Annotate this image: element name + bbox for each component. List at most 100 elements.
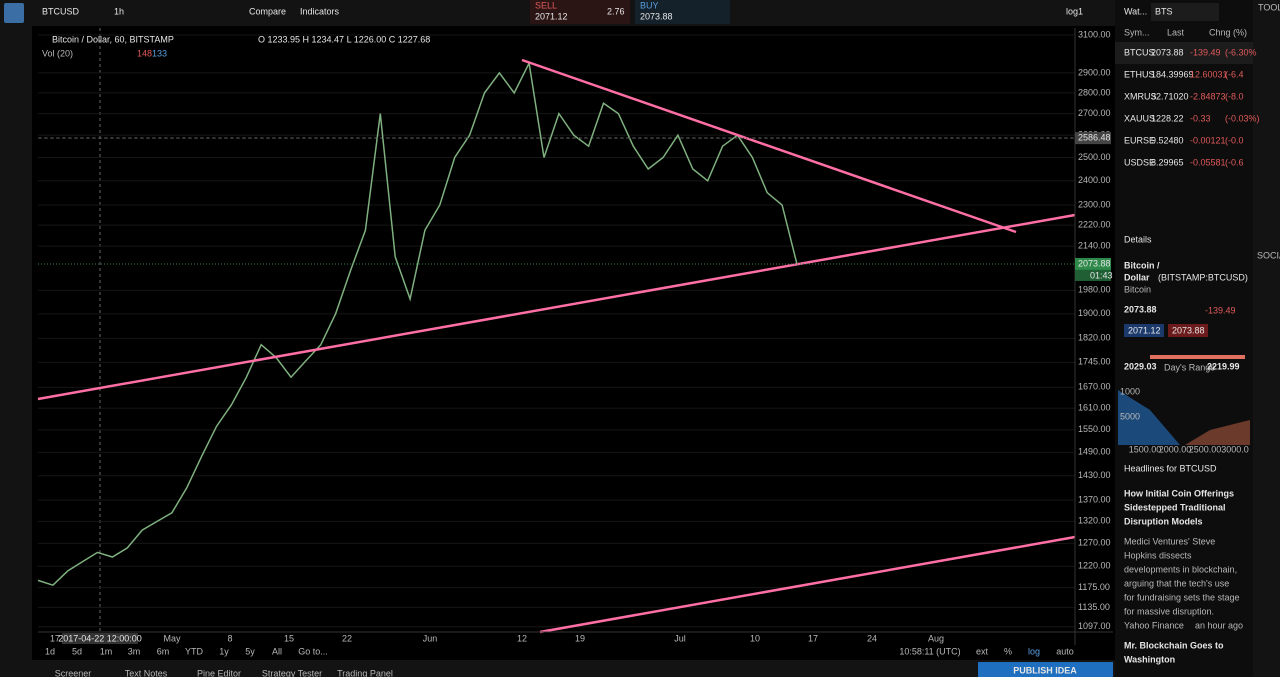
- range-button[interactable]: 1d: [45, 646, 55, 656]
- bottom-tab[interactable]: Pine Editor: [197, 668, 241, 677]
- publish-label[interactable]: PUBLISH IDEA: [1013, 665, 1077, 675]
- depth-x-label: 2000.00: [1159, 444, 1192, 454]
- bottom-tab[interactable]: Text Notes: [125, 668, 168, 677]
- row-symbol[interactable]: ETHUS: [1124, 69, 1155, 79]
- x-tick-label: Jun: [423, 633, 438, 643]
- publish-button[interactable]: [978, 662, 1113, 677]
- details-name2: Dollar: [1124, 272, 1150, 282]
- range-button[interactable]: 3m: [128, 646, 141, 656]
- column-header: Chng (%): [1209, 27, 1247, 37]
- interval[interactable]: 1h: [114, 6, 124, 16]
- watchlist-title: Wat...: [1124, 6, 1147, 16]
- range-button[interactable]: YTD: [185, 646, 204, 656]
- buy-box: [635, 0, 730, 24]
- headline-title[interactable]: How Initial Coin Offerings: [1124, 488, 1234, 498]
- range-button[interactable]: 1y: [219, 646, 229, 656]
- depth-y-label: 1000: [1120, 386, 1140, 396]
- price-tag-label: 2586.48: [1078, 132, 1111, 142]
- bottom-tab[interactable]: Screener: [55, 668, 92, 677]
- headline-body: Medici Ventures' Steve: [1124, 536, 1215, 546]
- search[interactable]: BTS: [1155, 6, 1173, 16]
- depth-y-label: 5000: [1120, 411, 1140, 421]
- details-ticker: (BITSTAMP:BTCUSD): [1158, 272, 1248, 282]
- row-pct: (-0.6: [1225, 157, 1244, 167]
- headline-time: an hour ago: [1195, 620, 1243, 630]
- headline-title[interactable]: Sidestepped Traditional: [1124, 502, 1226, 512]
- row-last: 2073.88: [1151, 47, 1184, 57]
- row-change: -2.84873: [1190, 91, 1226, 101]
- x-tick-label: Jul: [674, 633, 686, 643]
- sell-label[interactable]: SELL: [535, 0, 557, 10]
- row-symbol[interactable]: EURSE: [1124, 135, 1155, 145]
- ask-box: [1168, 324, 1208, 337]
- row-symbol[interactable]: XAUUS: [1124, 113, 1155, 123]
- countdown-tag: [1075, 269, 1111, 281]
- buy-price[interactable]: 2073.88: [640, 11, 673, 21]
- bottom-tab[interactable]: Trading Panel: [337, 668, 393, 677]
- row-change: -0.05581: [1190, 157, 1226, 167]
- range-button[interactable]: 6m: [157, 646, 170, 656]
- headline-body: for fundraising sets the stage: [1124, 592, 1240, 602]
- buy-label[interactable]: BUY: [640, 0, 659, 10]
- range-button[interactable]: 5d: [72, 646, 82, 656]
- range-button[interactable]: All: [272, 646, 282, 656]
- details-name: Bitcoin /: [1124, 260, 1160, 270]
- x-tick-label: Aug: [928, 633, 944, 643]
- trend-line[interactable]: [521, 58, 1017, 234]
- y-tick-label: 2300.00: [1078, 199, 1111, 209]
- scale-option[interactable]: auto: [1056, 646, 1074, 656]
- y-tick-label: 1490.00: [1078, 447, 1111, 457]
- y-tick-label: 1670.00: [1078, 382, 1111, 392]
- compare-button[interactable]: Compare: [249, 6, 286, 16]
- row-symbol[interactable]: XMRUS: [1124, 91, 1157, 101]
- right-sidebar: [1253, 0, 1280, 677]
- trend-line[interactable]: [37, 213, 1076, 401]
- day-high: 2219.99: [1207, 361, 1240, 371]
- sell-price[interactable]: 2071.12: [535, 11, 568, 21]
- bottom-tab[interactable]: Strategy Tester: [262, 668, 322, 677]
- layout-name[interactable]: log1: [1066, 6, 1083, 16]
- clock: 10:58:11 (UTC): [899, 646, 960, 656]
- range-button[interactable]: Go to...: [298, 646, 328, 656]
- headline-body: for massive disruption.: [1124, 606, 1214, 616]
- depth-asks: [1185, 420, 1250, 445]
- depth-bids: [1118, 390, 1180, 445]
- y-tick-label: 2400.00: [1078, 175, 1111, 185]
- row-change: -139.49: [1190, 47, 1221, 57]
- chart-title: Bitcoin / Dollar, 60, BITSTAMP: [52, 34, 174, 44]
- right-panel: [1115, 0, 1253, 677]
- indicators-button[interactable]: Indicators: [300, 6, 340, 16]
- row-symbol[interactable]: BTCUS: [1124, 47, 1155, 57]
- y-tick-label: 1550.00: [1078, 424, 1111, 434]
- crosshair-date-box: [62, 633, 138, 644]
- headline-body: Hopkins dissects: [1124, 550, 1192, 560]
- row-last: 1228.22: [1151, 113, 1184, 123]
- row-symbol[interactable]: USDSE: [1124, 157, 1155, 167]
- headline-title[interactable]: Mr. Blockchain Goes to: [1124, 640, 1224, 650]
- symbol-input[interactable]: BTCUSD: [42, 6, 80, 16]
- x-tick-label: 22: [342, 633, 352, 643]
- bid-box: [1124, 324, 1164, 337]
- row-pct: (-0.03%): [1225, 113, 1260, 123]
- headline-title[interactable]: Washington: [1124, 654, 1175, 664]
- scale-option[interactable]: %: [1004, 646, 1012, 656]
- y-tick-label: 2700.00: [1078, 108, 1111, 118]
- scale-option[interactable]: ext: [976, 646, 989, 656]
- volume-value: 133: [152, 48, 167, 58]
- row-pct: (-6.4: [1225, 69, 1244, 79]
- x-tick-label: 24: [867, 633, 877, 643]
- x-tick-label: 2017-04-22 12:00:00: [58, 633, 142, 643]
- depth-x-label: 3000.0: [1221, 444, 1249, 454]
- user-icon[interactable]: [4, 3, 24, 23]
- y-tick-label: 1370.00: [1078, 495, 1111, 505]
- scale-option[interactable]: log: [1028, 646, 1040, 656]
- headline-title[interactable]: Disruption Models: [1124, 516, 1203, 526]
- range-button[interactable]: 5y: [245, 646, 255, 656]
- bottom-tabs: [0, 660, 1115, 677]
- row-change: 12.60031: [1190, 69, 1228, 79]
- trend-line[interactable]: [539, 535, 1076, 634]
- range-button[interactable]: 1m: [100, 646, 113, 656]
- column-header: Sym...: [1124, 27, 1150, 37]
- y-tick-label: 1980.00: [1078, 285, 1111, 295]
